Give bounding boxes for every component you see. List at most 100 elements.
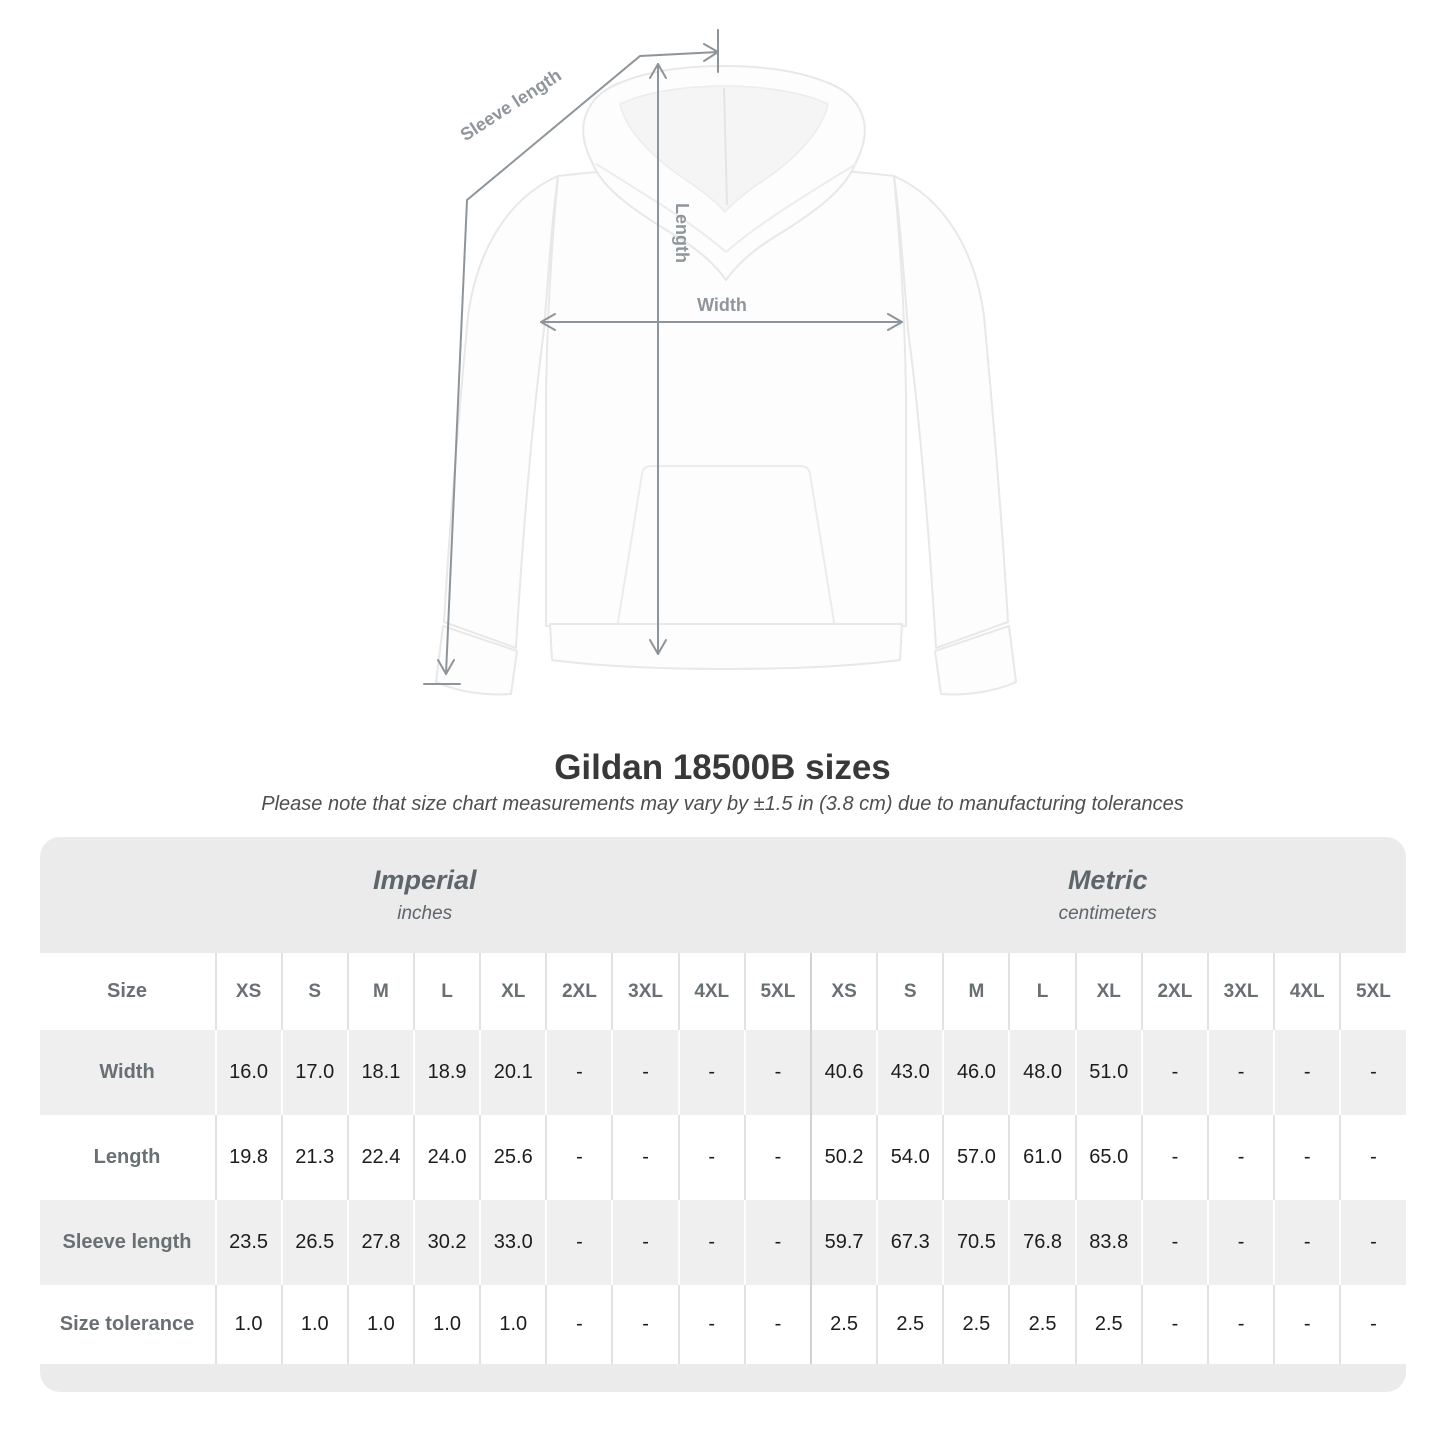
size-tolerance-imperial-3xl: - bbox=[611, 1285, 677, 1364]
width-imperial-m: 18.1 bbox=[346, 1030, 413, 1115]
sleeve-length-imperial-2xl: - bbox=[545, 1200, 611, 1285]
width-metric-3xl: - bbox=[1206, 1030, 1273, 1115]
sleeve-length-metric-3xl: - bbox=[1206, 1200, 1273, 1285]
width-imperial-4xl: - bbox=[677, 1030, 744, 1115]
length-imperial-xs: 19.8 bbox=[214, 1115, 281, 1200]
size-header-metric-xs: XS bbox=[809, 953, 876, 1030]
sleeve-length-metric-xl: 83.8 bbox=[1074, 1200, 1141, 1285]
size-guide-page: Sleeve length Length Width Gildan 18500B… bbox=[39, 29, 1406, 1392]
sleeve-length-imperial-5xl: - bbox=[743, 1200, 810, 1285]
length-metric-5xl: - bbox=[1339, 1115, 1405, 1200]
length-imperial-4xl: - bbox=[677, 1115, 744, 1200]
row-label-length: Length bbox=[93, 1146, 161, 1168]
size-header-metric-4xl: 4XL bbox=[1273, 953, 1339, 1030]
width-metric-2xl: - bbox=[1140, 1030, 1207, 1115]
size-header-metric-3xl: 3XL bbox=[1206, 953, 1273, 1030]
width-imperial-l: 18.9 bbox=[412, 1030, 479, 1115]
hoodie-diagram-svg: Sleeve length Length Width bbox=[423, 29, 1017, 696]
size-tolerance-imperial-s: 1.0 bbox=[280, 1285, 347, 1364]
sleeve-length-metric-m: 70.5 bbox=[942, 1200, 1008, 1285]
sleeve-length-imperial-l: 30.2 bbox=[412, 1200, 479, 1285]
length-arrow bbox=[649, 63, 667, 655]
width-metric-xs: 40.6 bbox=[809, 1030, 876, 1115]
sleeve-length-metric-s: 67.3 bbox=[876, 1200, 942, 1285]
width-label: Width bbox=[697, 295, 747, 315]
length-imperial-m: 22.4 bbox=[346, 1115, 413, 1200]
size-tolerance-imperial-xl: 1.0 bbox=[479, 1285, 545, 1364]
table-footer-band bbox=[39, 1364, 1406, 1392]
table-row-width: Width 16.0 17.0 18.1 18.9 20.1- - - -40.6 43.0 46.… bbox=[39, 1030, 1406, 1115]
length-imperial-xl: 25.6 bbox=[479, 1115, 545, 1200]
length-imperial-3xl: - bbox=[611, 1115, 677, 1200]
length-imperial-l: 24.0 bbox=[412, 1115, 479, 1200]
size-tolerance-metric-m: 2.5 bbox=[942, 1285, 1008, 1364]
size-tolerance-imperial-4xl: - bbox=[677, 1285, 744, 1364]
sleeve-length-arrow bbox=[423, 29, 719, 685]
sleeve-length-metric-xs: 59.7 bbox=[809, 1200, 876, 1285]
length-metric-4xl: - bbox=[1273, 1115, 1339, 1200]
size-tolerance-metric-4xl: - bbox=[1273, 1285, 1339, 1364]
sleeve-length-imperial-xl: 33.0 bbox=[479, 1200, 545, 1285]
size-header-row: Size XS S M L XL 2XL 3XL 4XL 5XL XS S M L XL 2XL 3XL 4XL… bbox=[39, 953, 1406, 1030]
size-tolerance-imperial-m: 1.0 bbox=[346, 1285, 413, 1364]
width-metric-s: 43.0 bbox=[876, 1030, 942, 1115]
length-metric-xs: 50.2 bbox=[809, 1115, 876, 1200]
length-label: Length bbox=[672, 203, 692, 263]
row-label-size-tolerance: Size tolerance bbox=[59, 1313, 195, 1335]
unit-group-header: Imperial inches Metric centimeters bbox=[39, 837, 1406, 953]
size-tolerance-imperial-5xl: - bbox=[743, 1285, 810, 1364]
size-tolerance-metric-l: 2.5 bbox=[1008, 1285, 1074, 1364]
size-tolerance-metric-3xl: - bbox=[1206, 1285, 1273, 1364]
width-imperial-xs: 16.0 bbox=[214, 1030, 281, 1115]
table-row-sleeve-length: Sleeve length 23.5 26.5 27.8 30.2 33.0- - - -59.… bbox=[39, 1200, 1406, 1285]
metric-group-unit: centimeters bbox=[1058, 903, 1157, 924]
imperial-group-label: Imperial bbox=[372, 865, 477, 895]
size-header-imperial-xs: XS bbox=[214, 953, 281, 1030]
size-header-imperial-5xl: 5XL bbox=[743, 953, 810, 1030]
width-imperial-5xl: - bbox=[743, 1030, 810, 1115]
sleeve-length-imperial-s: 26.5 bbox=[280, 1200, 347, 1285]
row-label-width: Width bbox=[99, 1061, 155, 1083]
table-row-size-tolerance: Size tolerance 1.0 1.0 1.0 1.0 1.0- - - -2.5 2.5 2… bbox=[39, 1285, 1406, 1364]
width-imperial-s: 17.0 bbox=[280, 1030, 347, 1115]
row-label-sleeve-length: Sleeve length bbox=[62, 1231, 192, 1253]
imperial-group-unit: inches bbox=[397, 903, 453, 924]
size-tolerance-metric-xs: 2.5 bbox=[809, 1285, 876, 1364]
page-title: Gildan 18500B sizes bbox=[554, 748, 891, 787]
metric-group-label: Metric bbox=[1067, 865, 1148, 895]
length-metric-3xl: - bbox=[1206, 1115, 1273, 1200]
size-tolerance-imperial-xs: 1.0 bbox=[214, 1285, 281, 1364]
size-header-imperial-4xl: 4XL bbox=[677, 953, 744, 1030]
size-header-imperial-m: M bbox=[346, 953, 413, 1030]
size-header-imperial-s: S bbox=[280, 953, 347, 1030]
length-metric-l: 61.0 bbox=[1008, 1115, 1074, 1200]
size-tolerance-imperial-l: 1.0 bbox=[412, 1285, 479, 1364]
size-header-metric-5xl: 5XL bbox=[1339, 953, 1405, 1030]
length-imperial-2xl: - bbox=[545, 1115, 611, 1200]
tolerance-note: Please note that size chart measurements… bbox=[261, 793, 1184, 815]
width-metric-l: 48.0 bbox=[1008, 1030, 1074, 1115]
size-header-imperial-xl: XL bbox=[479, 953, 545, 1030]
width-imperial-2xl: - bbox=[545, 1030, 611, 1115]
size-header-imperial-3xl: 3XL bbox=[611, 953, 677, 1030]
width-arrow bbox=[540, 313, 903, 331]
width-imperial-xl: 20.1 bbox=[479, 1030, 545, 1115]
length-metric-s: 54.0 bbox=[876, 1115, 942, 1200]
size-tolerance-metric-2xl: - bbox=[1140, 1285, 1207, 1364]
length-metric-m: 57.0 bbox=[942, 1115, 1008, 1200]
table-body: Width 16.0 17.0 18.1 18.9 20.1- - - -40.6 43.0 46.… bbox=[39, 1030, 1406, 1364]
length-imperial-5xl: - bbox=[743, 1115, 810, 1200]
product-measurement-diagram: Sleeve length Length Width bbox=[423, 29, 1017, 696]
size-header-imperial-2xl: 2XL bbox=[545, 953, 611, 1030]
sleeve-length-metric-l: 76.8 bbox=[1008, 1200, 1074, 1285]
width-imperial-3xl: - bbox=[611, 1030, 677, 1115]
size-tolerance-metric-5xl: - bbox=[1339, 1285, 1405, 1364]
sleeve-length-imperial-4xl: - bbox=[677, 1200, 744, 1285]
length-imperial-s: 21.3 bbox=[280, 1115, 347, 1200]
size-header-imperial-l: L bbox=[412, 953, 479, 1030]
size-chart-table: Imperial inches Metric centimeters Size … bbox=[39, 837, 1406, 1392]
size-header-metric-s: S bbox=[876, 953, 942, 1030]
size-column-header: Size bbox=[106, 980, 148, 1002]
sleeve-length-imperial-3xl: - bbox=[611, 1200, 677, 1285]
sleeve-length-imperial-m: 27.8 bbox=[346, 1200, 413, 1285]
